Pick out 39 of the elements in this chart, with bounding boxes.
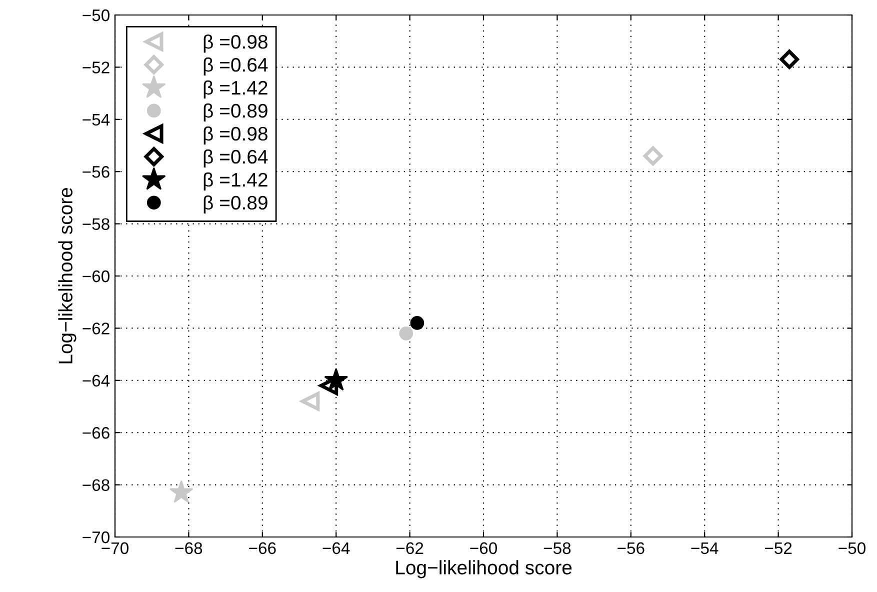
legend-label: β =0.98 [204,34,268,53]
y-tick-label: −68 [82,479,110,492]
point [780,50,799,69]
x-tick-label: −68 [175,542,202,554]
legend-label: β =0.64 [204,57,268,76]
x-tick-label: −64 [322,542,350,554]
x-tick-label: −60 [470,542,497,554]
point [643,146,663,166]
legend-label: β =0.98 [204,126,268,145]
point [169,480,194,503]
x-tick-label: −66 [249,542,276,554]
legend-label: β =0.89 [204,195,268,214]
y-tick-label: −58 [82,218,110,230]
y-tick-label: −50 [82,9,110,22]
y-tick-label: −62 [82,322,110,334]
point [300,392,320,411]
y-tick-label: −66 [82,427,110,439]
x-tick-label: −70 [102,542,128,554]
x-tick-label: −56 [618,542,644,554]
x-tick-label: −54 [691,542,718,554]
point [410,316,424,330]
y-tick-label: −56 [82,166,110,178]
y-tick-label: −70 [82,531,110,544]
legend-label: β =1.42 [204,172,268,190]
y-axis-title: Log−likelihood score [58,188,76,364]
x-tick-label: −50 [838,542,866,554]
point [399,326,414,340]
x-axis-title: Log−likelihood score [396,560,572,578]
y-tick-label: −60 [82,270,110,282]
x-tick-label: −62 [396,542,424,554]
y-tick-label: −64 [82,374,110,387]
legend-label: β =0.64 [204,149,268,168]
legend-label: β =1.42 [204,80,268,99]
y-tick-label: −52 [82,62,110,74]
point [324,368,348,391]
x-tick-label: −52 [764,542,792,554]
x-tick-label: −58 [544,542,571,554]
legend-label: β =0.89 [204,103,268,122]
y-tick-label: −54 [82,114,110,126]
